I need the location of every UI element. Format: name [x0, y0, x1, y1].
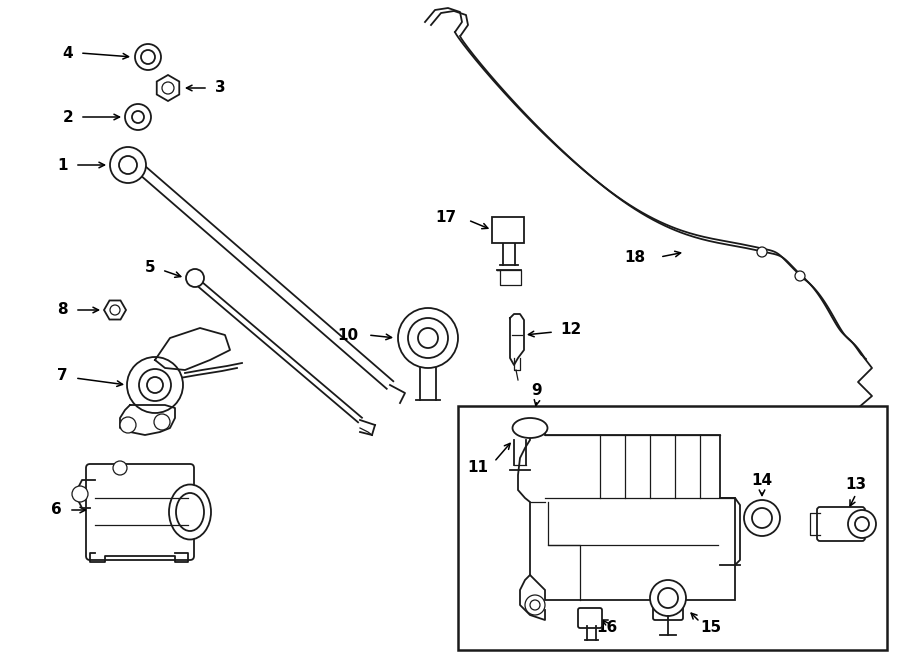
Text: 2: 2 — [62, 110, 73, 124]
Text: 9: 9 — [532, 383, 543, 398]
FancyBboxPatch shape — [492, 217, 524, 243]
FancyBboxPatch shape — [578, 608, 602, 628]
Text: 6: 6 — [51, 502, 62, 518]
Circle shape — [110, 305, 120, 315]
Circle shape — [127, 357, 183, 413]
Text: 7: 7 — [58, 368, 68, 383]
Circle shape — [525, 595, 545, 615]
Circle shape — [72, 486, 88, 502]
Circle shape — [135, 44, 161, 70]
Circle shape — [154, 414, 170, 430]
Circle shape — [147, 377, 163, 393]
Circle shape — [139, 369, 171, 401]
Text: 3: 3 — [215, 81, 226, 95]
Circle shape — [132, 111, 144, 123]
Circle shape — [408, 318, 448, 358]
Circle shape — [119, 156, 137, 174]
Polygon shape — [104, 301, 126, 319]
Circle shape — [110, 147, 146, 183]
Circle shape — [757, 247, 767, 257]
Text: 15: 15 — [700, 621, 721, 635]
Circle shape — [650, 580, 686, 616]
Text: 11: 11 — [467, 461, 488, 475]
Text: 14: 14 — [752, 473, 772, 488]
Circle shape — [418, 328, 438, 348]
Circle shape — [855, 517, 869, 531]
Text: 4: 4 — [62, 46, 73, 61]
Ellipse shape — [169, 485, 211, 539]
Circle shape — [186, 269, 204, 287]
Circle shape — [141, 50, 155, 64]
FancyBboxPatch shape — [653, 596, 683, 620]
Circle shape — [113, 461, 127, 475]
Ellipse shape — [176, 493, 204, 531]
Text: 5: 5 — [144, 260, 155, 276]
Circle shape — [752, 508, 772, 528]
Circle shape — [125, 104, 151, 130]
Text: 8: 8 — [58, 303, 68, 317]
Circle shape — [120, 417, 136, 433]
Ellipse shape — [512, 418, 547, 438]
Circle shape — [744, 500, 780, 536]
Text: 13: 13 — [845, 477, 867, 492]
Circle shape — [530, 600, 540, 610]
Text: 17: 17 — [435, 210, 456, 225]
Polygon shape — [157, 75, 179, 101]
Text: 1: 1 — [58, 157, 68, 173]
Text: 12: 12 — [560, 323, 581, 338]
Circle shape — [162, 82, 174, 94]
FancyBboxPatch shape — [86, 464, 194, 560]
Circle shape — [398, 308, 458, 368]
Circle shape — [658, 588, 678, 608]
FancyBboxPatch shape — [817, 507, 865, 541]
Text: 10: 10 — [337, 327, 358, 342]
Circle shape — [848, 510, 876, 538]
Circle shape — [795, 271, 805, 281]
Text: 18: 18 — [624, 251, 645, 266]
FancyBboxPatch shape — [458, 406, 887, 650]
Text: 16: 16 — [597, 621, 618, 635]
Polygon shape — [518, 428, 735, 600]
